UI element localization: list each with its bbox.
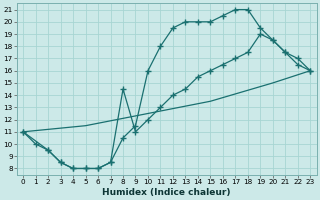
X-axis label: Humidex (Indice chaleur): Humidex (Indice chaleur)	[102, 188, 231, 197]
